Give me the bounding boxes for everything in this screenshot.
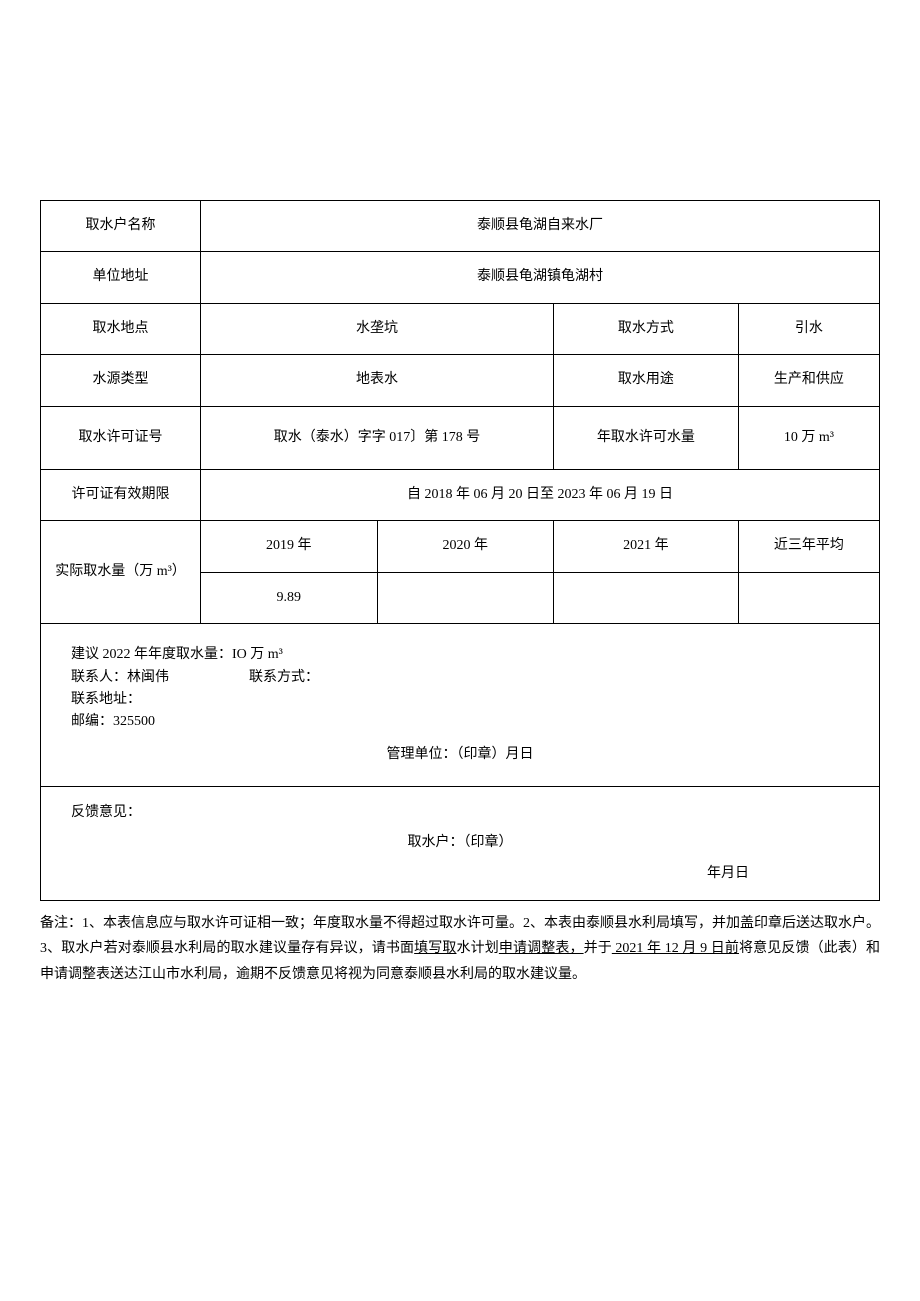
year-2019-label: 2019 年 bbox=[201, 521, 378, 572]
notes-underline1: 填写取 bbox=[414, 941, 456, 956]
user-name-label: 取水户名称 bbox=[41, 201, 201, 252]
feedback-date: 年月日 bbox=[71, 863, 849, 885]
actual-water-label: 实际取水量（万 m³） bbox=[41, 521, 201, 624]
contact-address: 联系地址： bbox=[71, 689, 849, 711]
postcode: 邮编：325500 bbox=[71, 711, 849, 733]
water-use-label: 取水用途 bbox=[554, 355, 739, 406]
permit-valid-label: 许可证有效期限 bbox=[41, 469, 201, 520]
user-name-value: 泰顺县龟湖自来水厂 bbox=[201, 201, 880, 252]
year-2019-value: 9.89 bbox=[201, 572, 378, 623]
three-year-avg-value bbox=[738, 572, 879, 623]
permit-number-label: 取水许可证号 bbox=[41, 406, 201, 469]
notes-mid1: 水计划 bbox=[457, 941, 499, 956]
year-2021-label: 2021 年 bbox=[554, 521, 739, 572]
source-type-label: 水源类型 bbox=[41, 355, 201, 406]
water-method-value: 引水 bbox=[738, 303, 879, 354]
permit-valid-value: 自 2018 年 06 月 20 日至 2023 年 06 月 19 日 bbox=[201, 469, 880, 520]
admin-unit-signature: 管理单位：（印章）月日 bbox=[71, 744, 849, 766]
contact-method: 联系方式： bbox=[249, 667, 319, 689]
feedback-section: 反馈意见： 取水户：（印章） 年月日 bbox=[41, 787, 880, 901]
notes-mid2: 并于 bbox=[584, 941, 612, 956]
water-permit-table: 取水户名称 泰顺县龟湖自来水厂 单位地址 泰顺县龟湖镇龟湖村 取水地点 水垄坑 … bbox=[40, 200, 880, 901]
notes-section: 备注：1、本表信息应与取水许可证相一致；年度取水量不得超过取水许可量。2、本表由… bbox=[40, 911, 880, 987]
year-2020-label: 2020 年 bbox=[377, 521, 554, 572]
unit-address-value: 泰顺县龟湖镇龟湖村 bbox=[201, 252, 880, 303]
suggested-quantity: 建议 2022 年年度取水量：IO 万 m³ bbox=[71, 644, 849, 666]
feedback-label: 反馈意见： bbox=[71, 802, 849, 824]
annual-permit-label: 年取水许可水量 bbox=[554, 406, 739, 469]
source-type-value: 地表水 bbox=[201, 355, 554, 406]
year-2021-value bbox=[554, 572, 739, 623]
year-2020-value bbox=[377, 572, 554, 623]
water-use-value: 生产和供应 bbox=[738, 355, 879, 406]
permit-number-value: 取水（泰水）字字 017〕第 178 号 bbox=[201, 406, 554, 469]
suggestion-section: 建议 2022 年年度取水量：IO 万 m³ 联系人：林闽伟 联系方式： 联系地… bbox=[41, 624, 880, 787]
three-year-avg-label: 近三年平均 bbox=[738, 521, 879, 572]
unit-address-label: 单位地址 bbox=[41, 252, 201, 303]
notes-underline3: 2021 年 12 月 9 日前 bbox=[612, 941, 739, 956]
water-location-label: 取水地点 bbox=[41, 303, 201, 354]
contact-person: 联系人：林闽伟 bbox=[71, 667, 169, 689]
notes-underline2: 申请调整表， bbox=[499, 941, 584, 956]
annual-permit-value: 10 万 m³ bbox=[738, 406, 879, 469]
feedback-signature: 取水户：（印章） bbox=[71, 832, 849, 854]
water-location-value: 水垄坑 bbox=[201, 303, 554, 354]
water-method-label: 取水方式 bbox=[554, 303, 739, 354]
